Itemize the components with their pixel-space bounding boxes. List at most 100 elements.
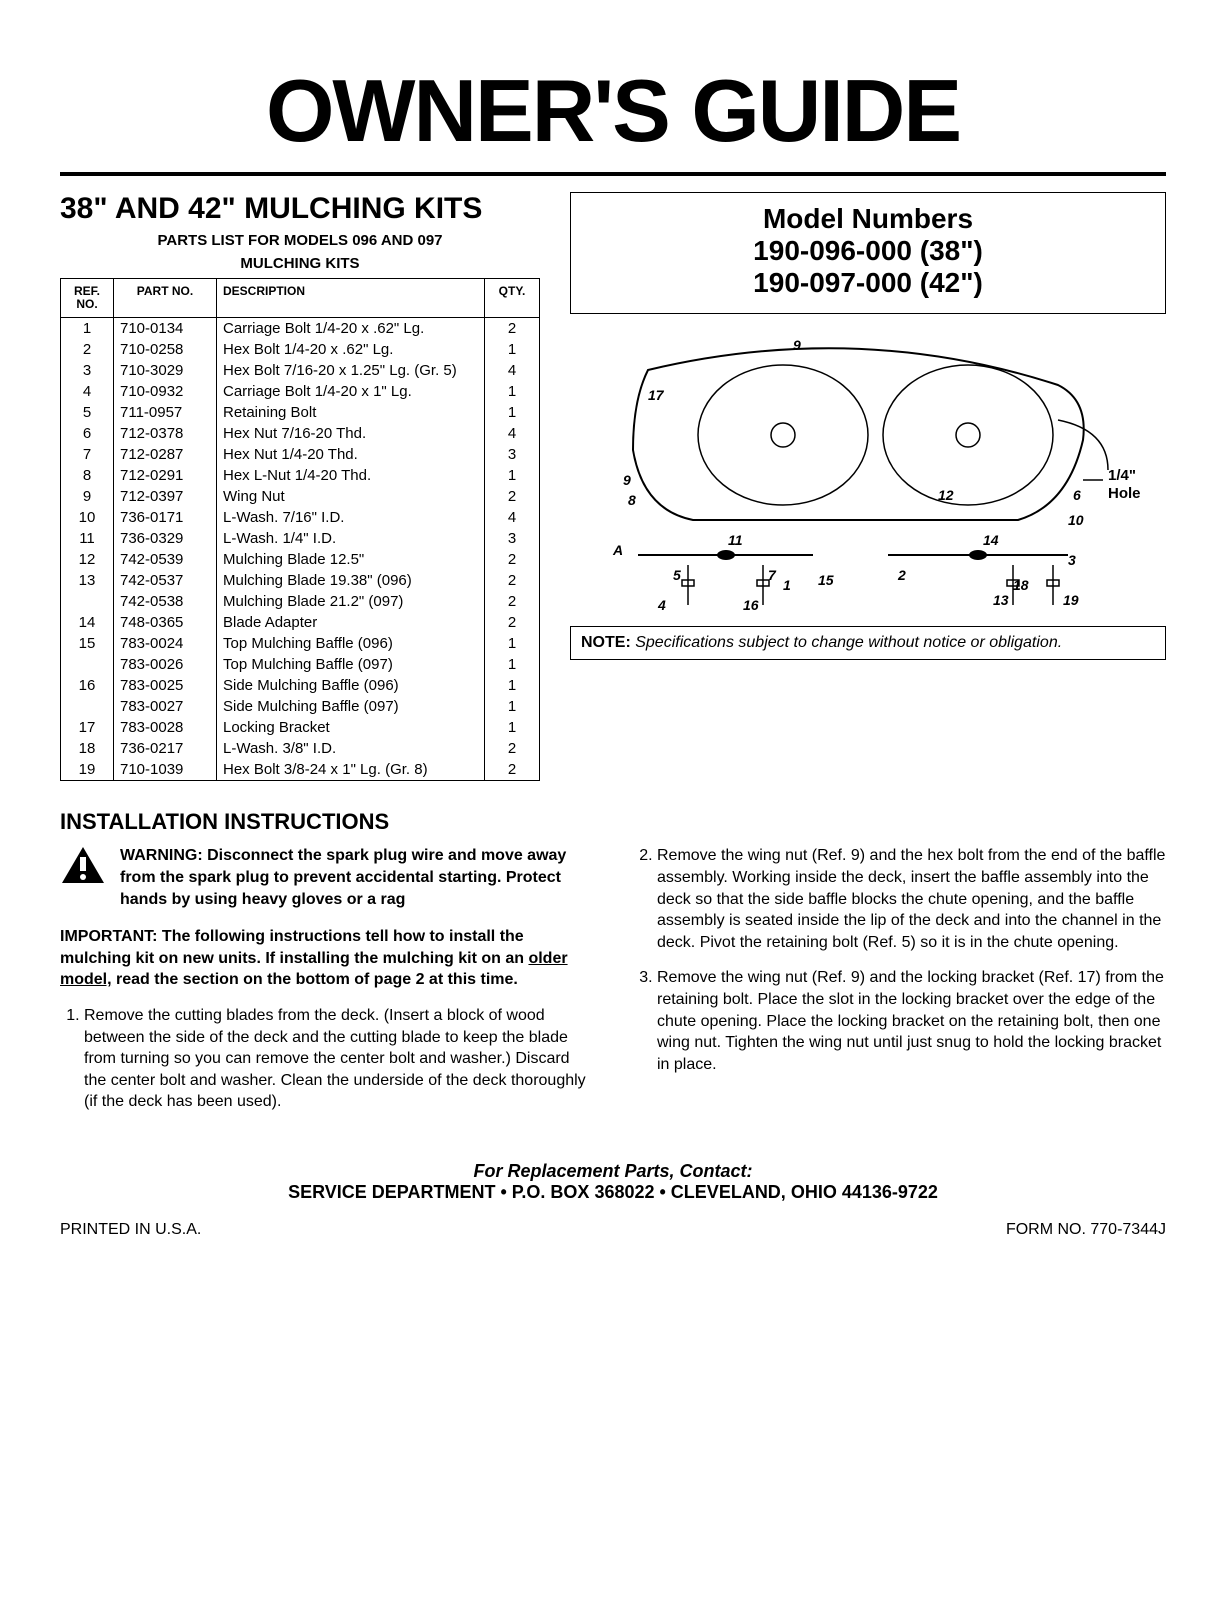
cell-desc: Hex Bolt 7/16-20 x 1.25" Lg. (Gr. 5) [217, 360, 485, 381]
cell-desc: L-Wash. 1/4" I.D. [217, 528, 485, 549]
cell-ref: 9 [61, 486, 114, 507]
step-2: Remove the wing nut (Ref. 9) and the hex… [657, 845, 1166, 953]
callout-A: A [612, 542, 623, 558]
callout-6: 6 [1073, 487, 1081, 503]
bottom-row: PRINTED IN U.S.A. FORM NO. 770-7344J [60, 1221, 1166, 1239]
cell-qty: 1 [485, 465, 540, 486]
cell-qty: 2 [485, 318, 540, 340]
col-ref: REF. NO. [61, 279, 114, 318]
cell-part: 711-0957 [114, 402, 217, 423]
cell-part: 710-1039 [114, 759, 217, 781]
cell-part: 736-0329 [114, 528, 217, 549]
cell-qty: 2 [485, 759, 540, 781]
cell-qty: 3 [485, 528, 540, 549]
cell-part: 712-0397 [114, 486, 217, 507]
step-1: Remove the cutting blades from the deck.… [84, 1005, 593, 1113]
cell-ref: 11 [61, 528, 114, 549]
cell-part: 736-0171 [114, 507, 217, 528]
table-row: 7712-0287Hex Nut 1/4-20 Thd.3 [61, 444, 540, 465]
cell-ref: 4 [61, 381, 114, 402]
cell-ref [61, 591, 114, 612]
table-row: 5711-0957Retaining Bolt1 [61, 402, 540, 423]
cell-ref: 7 [61, 444, 114, 465]
cell-part: 710-3029 [114, 360, 217, 381]
cell-qty: 2 [485, 738, 540, 759]
cell-desc: Hex L-Nut 1/4-20 Thd. [217, 465, 485, 486]
cell-ref: 15 [61, 633, 114, 654]
cell-ref: 13 [61, 570, 114, 591]
table-row: 12742-0539Mulching Blade 12.5"2 [61, 549, 540, 570]
cell-qty: 2 [485, 486, 540, 507]
cell-desc: Wing Nut [217, 486, 485, 507]
cell-ref: 2 [61, 339, 114, 360]
upper-columns: 38" AND 42" MULCHING KITS PARTS LIST FOR… [60, 192, 1166, 781]
important-note: IMPORTANT: The following instructions te… [60, 926, 593, 991]
printed-in: PRINTED IN U.S.A. [60, 1221, 201, 1239]
note-body: Specifications subject to change without… [635, 634, 1062, 651]
callout-9a: 9 [793, 337, 801, 353]
cell-desc: L-Wash. 7/16" I.D. [217, 507, 485, 528]
model-heading: Model Numbers [593, 203, 1143, 235]
callout-16: 16 [743, 597, 759, 613]
hole-label-1: 1/4" [1108, 467, 1136, 484]
cell-part: 783-0024 [114, 633, 217, 654]
instructions-right: Remove the wing nut (Ref. 9) and the hex… [633, 845, 1166, 1127]
table-row: 4710-0932Carriage Bolt 1/4-20 x 1" Lg.1 [61, 381, 540, 402]
callout-11: 11 [728, 532, 743, 548]
cell-desc: Blade Adapter [217, 612, 485, 633]
cell-part: 748-0365 [114, 612, 217, 633]
cell-ref: 17 [61, 717, 114, 738]
masthead-title: OWNER'S GUIDE [60, 60, 1166, 162]
callout-9b: 9 [623, 472, 631, 488]
callout-4: 4 [657, 597, 666, 613]
cell-part: 712-0287 [114, 444, 217, 465]
step-3: Remove the wing nut (Ref. 9) and the loc… [657, 967, 1166, 1075]
cell-desc: Mulching Blade 12.5" [217, 549, 485, 570]
exploded-diagram: 17 9 9 8 A 5 4 16 1 15 11 12 2 14 13 18 … [570, 330, 1166, 620]
callout-2: 2 [897, 567, 906, 583]
install-heading: INSTALLATION INSTRUCTIONS [60, 809, 1166, 835]
cell-desc: L-Wash. 3/8" I.D. [217, 738, 485, 759]
cell-ref: 1 [61, 318, 114, 340]
cell-qty: 1 [485, 675, 540, 696]
footer-contact: For Replacement Parts, Contact: SERVICE … [60, 1161, 1166, 1203]
cell-desc: Retaining Bolt [217, 402, 485, 423]
col-qty: QTY. [485, 279, 540, 318]
cell-qty: 4 [485, 423, 540, 444]
cell-qty: 1 [485, 717, 540, 738]
callout-1: 1 [783, 577, 791, 593]
model-diagram-column: Model Numbers 190-096-000 (38") 190-097-… [570, 192, 1166, 660]
col-desc: DESCRIPTION [217, 279, 485, 318]
model-line-2: 190-097-000 (42") [593, 267, 1143, 299]
table-row: 10736-0171L-Wash. 7/16" I.D.4 [61, 507, 540, 528]
cell-ref: 16 [61, 675, 114, 696]
callout-3: 3 [1068, 552, 1076, 568]
hole-label-2: Hole [1108, 485, 1141, 502]
cell-part: 783-0027 [114, 696, 217, 717]
cell-qty: 2 [485, 570, 540, 591]
cell-part: 712-0291 [114, 465, 217, 486]
cell-part: 783-0025 [114, 675, 217, 696]
form-no: FORM NO. 770-7344J [1006, 1221, 1166, 1239]
table-row: 16783-0025Side Mulching Baffle (096)1 [61, 675, 540, 696]
table-row: 15783-0024Top Mulching Baffle (096)1 [61, 633, 540, 654]
note-label: NOTE: [581, 634, 631, 651]
table-row: 2710-0258Hex Bolt 1/4-20 x .62" Lg.1 [61, 339, 540, 360]
cell-qty: 1 [485, 339, 540, 360]
cell-qty: 2 [485, 549, 540, 570]
cell-ref [61, 696, 114, 717]
table-row: 14748-0365Blade Adapter2 [61, 612, 540, 633]
cell-qty: 2 [485, 591, 540, 612]
cell-ref: 8 [61, 465, 114, 486]
cell-part: 710-0134 [114, 318, 217, 340]
cell-part: 783-0026 [114, 654, 217, 675]
horizontal-rule [60, 172, 1166, 176]
cell-part: 710-0258 [114, 339, 217, 360]
callout-18: 18 [1013, 577, 1029, 593]
callout-19: 19 [1063, 592, 1079, 608]
cell-desc: Top Mulching Baffle (097) [217, 654, 485, 675]
cell-desc: Hex Bolt 1/4-20 x .62" Lg. [217, 339, 485, 360]
cell-desc: Side Mulching Baffle (097) [217, 696, 485, 717]
table-row: 19710-1039Hex Bolt 3/8-24 x 1" Lg. (Gr. … [61, 759, 540, 781]
table-row: 3710-3029Hex Bolt 7/16-20 x 1.25" Lg. (G… [61, 360, 540, 381]
